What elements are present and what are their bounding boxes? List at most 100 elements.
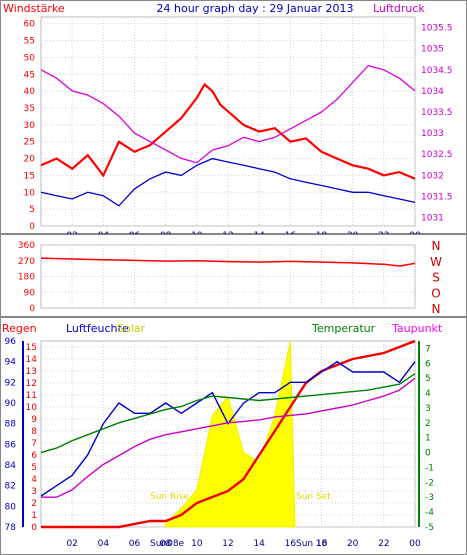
direction-y-tick-label: 180: [18, 273, 35, 283]
direction-y-tick-label: 360: [18, 241, 35, 251]
rain-y-tick-label: 1: [31, 511, 37, 521]
temperature-y-tick-label: 5: [425, 374, 431, 384]
series-line-mean: [40, 157, 416, 207]
humidity-label: Luftfeuchte: [66, 322, 129, 335]
solar-label: Solar: [117, 322, 146, 335]
pressure-y-tick-label: 1031.5: [421, 192, 453, 202]
wind-y-tick-label: 50: [24, 53, 36, 63]
climate-x-tick-label: 22: [378, 539, 389, 549]
temperature-y-tick-label: -5: [425, 523, 434, 533]
rain-y-tick-label: 2: [31, 499, 37, 509]
rain-y-tick-label: 8: [31, 427, 37, 437]
series-line-Taupunkt: [41, 377, 416, 498]
temperature-y-tick-label: -3: [425, 493, 434, 503]
humidity-y-tick-label: 86: [5, 440, 17, 450]
pressure-y-tick-label: 1034.5: [421, 66, 453, 76]
rain-y-tick-label: 12: [26, 379, 37, 389]
series-line-Regen: [41, 339, 416, 529]
temperature-y-tick-label: -1: [425, 463, 434, 473]
rain-y-tick-label: 10: [26, 403, 38, 413]
compass-label: N: [432, 302, 441, 316]
temperature-y-tick-label: 6: [425, 359, 431, 369]
rain-label: Regen: [2, 322, 37, 335]
climate-x-tick-label: 02: [66, 539, 77, 549]
temperature-label: Temperatur: [311, 322, 376, 335]
direction-grid: [40, 244, 416, 309]
dewpoint-label: Taupunkt: [391, 322, 443, 335]
compass-label: N: [432, 239, 441, 253]
humidity-y-tick-label: 78: [5, 523, 17, 533]
pressure-y-tick-label: 1034: [421, 87, 444, 97]
wind-grid: [40, 16, 416, 227]
climate-panel: Regen Luftfeuchte Solar Temperatur Taupu…: [0, 317, 467, 555]
sunset-annotation: Sun Set: [296, 492, 331, 502]
humidity-y-tick-label: 90: [5, 399, 17, 409]
climate-x-tick-label: 20: [347, 539, 359, 549]
temperature-y-tick-label: -4: [425, 508, 434, 518]
pressure-y-tick-label: 1031: [421, 214, 444, 224]
wind-y-tick-label: 30: [24, 121, 36, 131]
rain-y-tick-label: 0: [31, 523, 37, 533]
temperature-y-tick-label: 7: [425, 344, 431, 354]
temperature-y-tick-label: 2: [425, 419, 431, 429]
sunrise-annotation: Sun Rise: [150, 492, 189, 502]
temperature-y-tick-label: 4: [425, 389, 431, 399]
humidity-y-tick-label: 96: [5, 337, 17, 347]
climate-tick-labels: 7880828486889092949601234567891011121314…: [5, 337, 435, 549]
wind-panel: Windstärke 24 hour graph day : 29 Januar…: [0, 0, 467, 241]
wind-y-tick-label: 40: [24, 87, 36, 97]
wind-y-tick-label: 60: [24, 20, 36, 30]
rain-y-tick-label: 9: [31, 415, 37, 425]
rain-y-tick-label: 11: [26, 391, 37, 401]
compass-label: S: [432, 271, 440, 285]
wind-axis-label: Windstärke: [3, 2, 65, 15]
climate-x-tick-label: 00: [409, 539, 421, 549]
temperature-y-tick-label: 0: [425, 449, 431, 459]
wind-y-tick-label: 45: [24, 70, 35, 80]
rain-y-tick-label: 13: [26, 367, 37, 377]
series-line-pressure: [40, 64, 416, 164]
rain-y-tick-label: 5: [31, 463, 37, 473]
wind-y-tick-label: 25: [24, 138, 35, 148]
pressure-axis-label: Luftdruck: [373, 2, 425, 15]
rain-y-tick-label: 4: [31, 475, 37, 485]
direction-y-tick-label: 270: [18, 257, 35, 267]
direction-panel-frame: [0, 234, 467, 317]
wind-series: [40, 64, 416, 207]
pressure-y-tick-label: 1032: [421, 171, 444, 181]
series-line-gust: [40, 82, 416, 180]
humidity-y-tick-label: 80: [5, 502, 17, 512]
wind-y-tick-label: 35: [24, 104, 35, 114]
sunset-time-label: Sun 16: [296, 539, 328, 549]
chart-title: 24 hour graph day : 29 Januar 2013: [157, 2, 354, 15]
temperature-y-tick-label: -2: [425, 478, 434, 488]
climate-x-tick-label: 10: [191, 539, 203, 549]
pressure-y-tick-label: 1035.5: [421, 24, 453, 34]
series-line-Luftfeuchte: [40, 360, 416, 497]
wind-y-tick-label: 0: [29, 222, 35, 232]
temperature-y-tick-label: 1: [425, 434, 431, 444]
wind-y-tick-label: 15: [24, 171, 35, 181]
climate-x-tick-label: 08: [160, 539, 172, 549]
compass-label: W: [430, 255, 442, 269]
climate-x-tick-label: 16: [285, 539, 297, 549]
humidity-y-tick-label: 84: [5, 461, 17, 471]
temperature-y-tick-label: 3: [425, 404, 431, 414]
humidity-y-tick-label: 92: [5, 378, 16, 388]
climate-x-tick-label: 04: [98, 539, 110, 549]
climate-x-tick-label: 14: [253, 539, 265, 549]
climate-x-tick-label: 12: [222, 539, 233, 549]
series-area-solar: [165, 340, 296, 528]
wind-y-tick-label: 55: [24, 37, 35, 47]
humidity-y-tick-label: 82: [5, 482, 16, 492]
direction-series: [40, 257, 416, 267]
direction-y-tick-label: 0: [29, 304, 35, 314]
rain-y-tick-label: 6: [31, 451, 37, 461]
humidity-y-tick-label: 88: [5, 420, 17, 430]
direction-y-tick-label: 90: [24, 288, 36, 298]
humidity-y-tick-label: 94: [5, 358, 17, 368]
compass-label: O: [431, 286, 440, 300]
wind-y-tick-label: 10: [24, 188, 36, 198]
wind-y-tick-label: 5: [29, 205, 35, 215]
